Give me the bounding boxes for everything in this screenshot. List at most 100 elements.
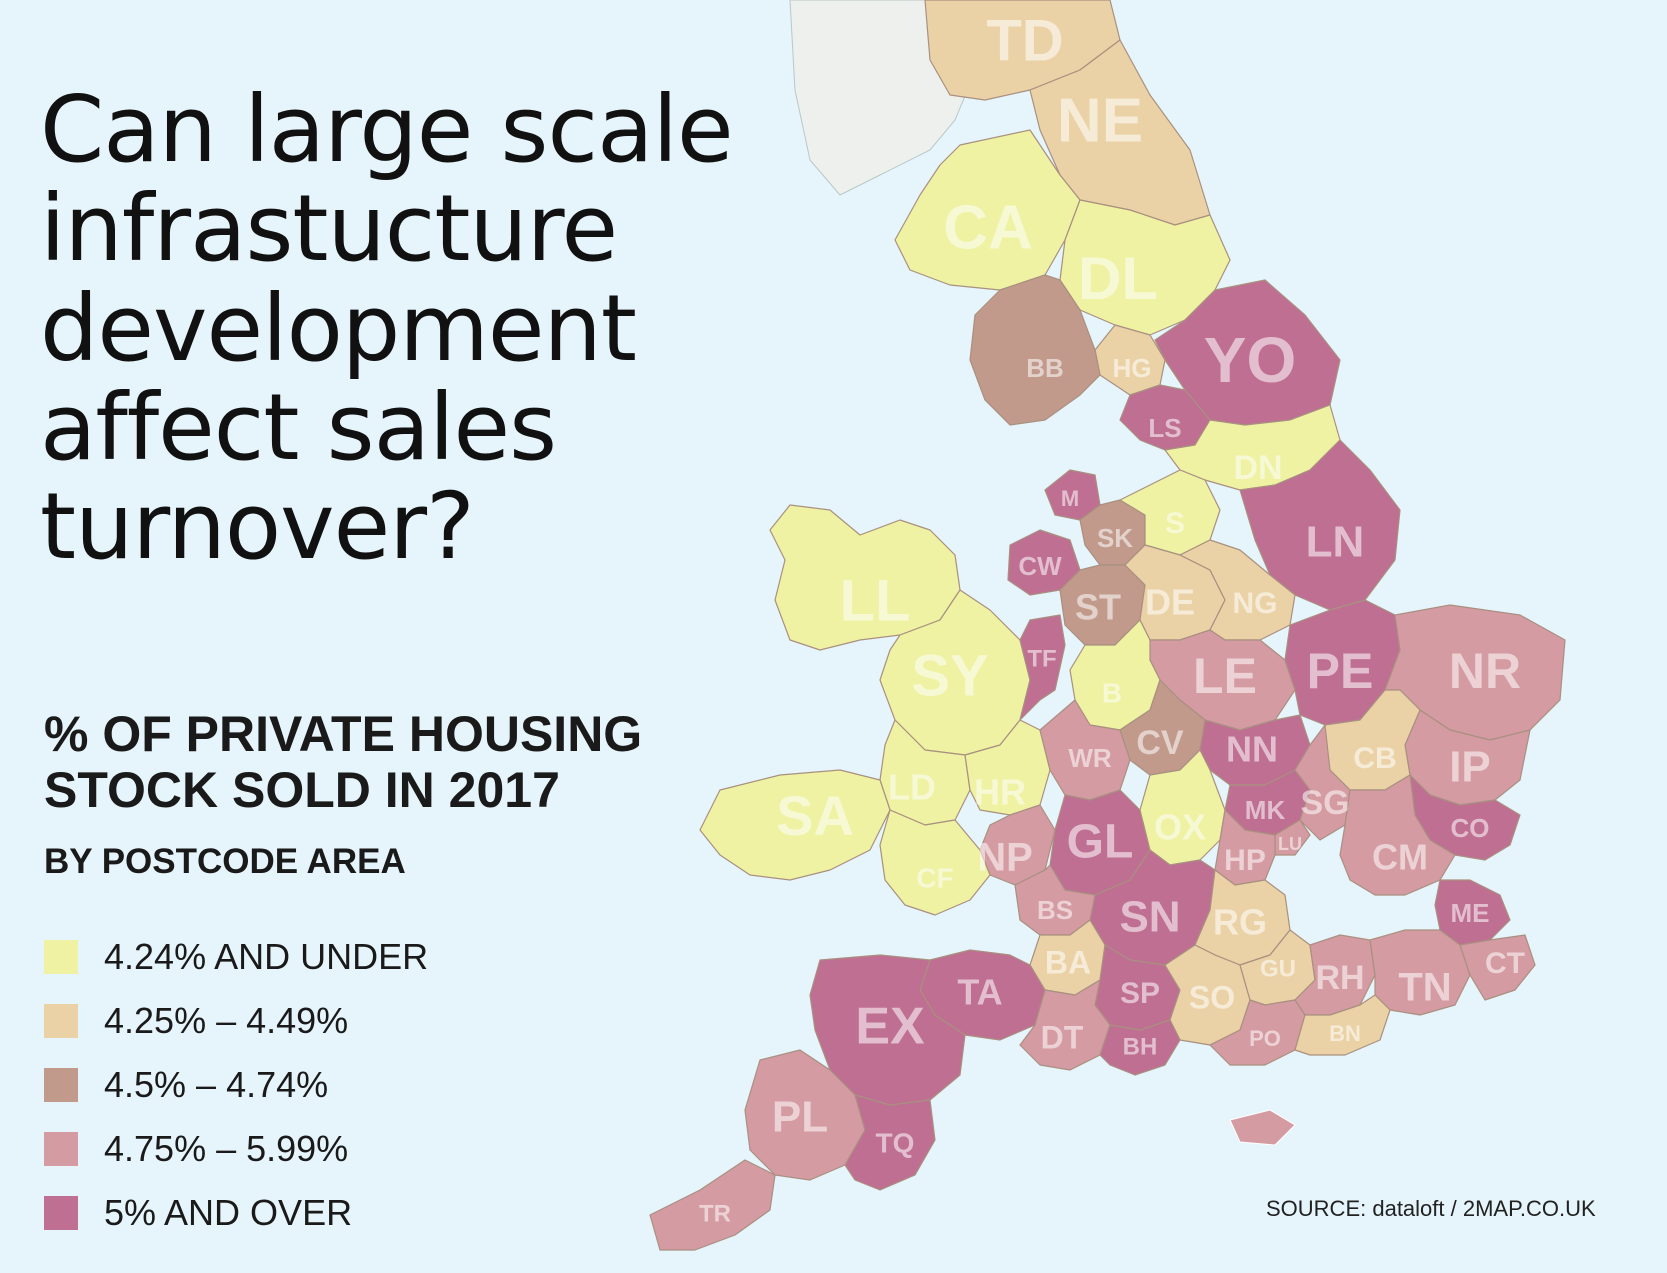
postcode-label-b: B bbox=[1102, 677, 1122, 708]
postcode-label-cv: CV bbox=[1136, 724, 1184, 762]
subtitle: % OF PRIVATE HOUSING STOCK SOLD IN 2017 bbox=[44, 706, 642, 818]
postcode-label-ta: TA bbox=[957, 972, 1002, 1013]
postcode-area-wr bbox=[1039, 699, 1131, 801]
postcode-label-tr: TR bbox=[699, 1200, 731, 1227]
postcode-label-pl: PL bbox=[772, 1093, 828, 1142]
legend-item: 4.75% – 5.99% bbox=[44, 1117, 428, 1181]
postcode-area-sg bbox=[1294, 724, 1351, 841]
postcode-area-tq bbox=[844, 1094, 936, 1191]
postcode-area-ct bbox=[1459, 934, 1536, 1001]
title: Can large scale infrastucture developmen… bbox=[40, 80, 870, 577]
legend-swatch bbox=[44, 1068, 78, 1102]
postcode-area-tf bbox=[1019, 614, 1066, 721]
postcode-label-nr: NR bbox=[1449, 643, 1521, 699]
postcode-label-rg: RG bbox=[1213, 902, 1267, 943]
postcode-label-po: PO bbox=[1249, 1026, 1281, 1051]
postcode-label-lu: LU bbox=[1278, 834, 1302, 854]
legend-label: 5% AND OVER bbox=[104, 1192, 353, 1233]
postcode-label-bs: BS bbox=[1037, 895, 1073, 925]
postcode-label-ls: LS bbox=[1148, 413, 1181, 443]
postcode-label-sy: SY bbox=[911, 643, 988, 708]
postcode-label-bn: BN bbox=[1329, 1021, 1361, 1046]
isle-of-wight bbox=[1229, 1109, 1296, 1146]
legend-item: 4.25% – 4.49% bbox=[44, 989, 428, 1053]
postcode-area-bn bbox=[1294, 994, 1391, 1056]
subtitle-line: % OF PRIVATE HOUSING bbox=[44, 706, 643, 762]
postcode-label-cb: CB bbox=[1353, 742, 1396, 775]
postcode-label-hp: HP bbox=[1224, 844, 1266, 877]
legend-swatch bbox=[44, 1132, 78, 1166]
postcode-label-yo: YO bbox=[1204, 324, 1296, 396]
postcode-label-ex: EX bbox=[855, 998, 925, 1056]
postcode-label-wr: WR bbox=[1068, 743, 1112, 773]
title-line: infrastucture bbox=[40, 175, 618, 283]
postcode-label-mk: MK bbox=[1245, 795, 1286, 825]
postcode-label-ox: OX bbox=[1154, 807, 1206, 848]
postcode-label-bh: BH bbox=[1123, 1033, 1158, 1060]
postcode-area-po bbox=[1209, 999, 1306, 1066]
postcode-area-sa bbox=[699, 769, 891, 881]
postcode-label-tq: TQ bbox=[876, 1127, 915, 1158]
postcode-label-np: NP bbox=[977, 836, 1033, 880]
postcode-label-s: S bbox=[1165, 507, 1185, 540]
postcode-label-gl: GL bbox=[1067, 816, 1134, 869]
postcode-label-bb: BB bbox=[1026, 353, 1064, 383]
postcode-label-sg: SG bbox=[1300, 784, 1349, 822]
legend: 4.24% AND UNDER 4.25% – 4.49% 4.5% – 4.7… bbox=[44, 925, 428, 1245]
legend-swatch bbox=[44, 1004, 78, 1038]
postcode-label-ca: CA bbox=[943, 193, 1033, 262]
postcode-label-dt: DT bbox=[1041, 1019, 1084, 1055]
postcode-label-dl: DL bbox=[1078, 245, 1158, 312]
legend-item: 4.24% AND UNDER bbox=[44, 925, 428, 989]
postcode-label-me: ME bbox=[1451, 898, 1490, 928]
legend-label: 4.25% – 4.49% bbox=[104, 1000, 349, 1041]
postcode-label-st: ST bbox=[1075, 587, 1121, 628]
postcode-area-bs bbox=[1014, 864, 1096, 936]
postcode-label-ip: IP bbox=[1449, 743, 1491, 792]
title-line: affect sales bbox=[40, 374, 557, 482]
postcode-label-hg: HG bbox=[1113, 353, 1152, 383]
subtitle-by-area: BY POSTCODE AREA bbox=[44, 842, 406, 881]
postcode-label-tn: TN bbox=[1398, 966, 1451, 1010]
postcode-label-de: DE bbox=[1145, 582, 1195, 623]
postcode-label-sk: SK bbox=[1097, 523, 1133, 553]
postcode-label-pe: PE bbox=[1307, 643, 1374, 699]
postcode-area-bb bbox=[969, 274, 1101, 426]
postcode-area-ng bbox=[1179, 539, 1296, 641]
postcode-label-sa: SA bbox=[776, 784, 854, 847]
postcode-area-tr bbox=[649, 1159, 776, 1251]
postcode-label-gu: GU bbox=[1260, 955, 1296, 982]
postcode-label-cm: CM bbox=[1372, 837, 1428, 878]
postcode-area-cm bbox=[1339, 774, 1456, 896]
title-line: development bbox=[40, 274, 637, 382]
title-line: turnover? bbox=[40, 473, 475, 581]
postcode-label-ne: NE bbox=[1057, 86, 1143, 155]
postcode-label-ba: BA bbox=[1045, 944, 1091, 980]
postcode-label-ld: LD bbox=[888, 767, 936, 808]
postcode-label-sn: SN bbox=[1119, 893, 1180, 942]
postcode-label-td: TD bbox=[986, 8, 1063, 73]
postcode-label-ng: NG bbox=[1233, 587, 1278, 620]
subtitle-line: STOCK SOLD IN 2017 bbox=[44, 762, 560, 818]
postcode-label-m: M bbox=[1061, 486, 1079, 511]
title-line: Can large scale bbox=[40, 76, 734, 183]
postcode-label-le: LE bbox=[1193, 648, 1257, 704]
postcode-label-tf: TF bbox=[1027, 645, 1056, 672]
postcode-label-dn: DN bbox=[1233, 449, 1282, 487]
legend-label: 4.5% – 4.74% bbox=[104, 1064, 329, 1105]
postcode-label-cw: CW bbox=[1018, 551, 1062, 581]
legend-swatch bbox=[44, 940, 78, 974]
postcode-label-so: SO bbox=[1189, 979, 1235, 1015]
postcode-label-ct: CT bbox=[1485, 947, 1525, 980]
postcode-label-cf: CF bbox=[916, 862, 953, 893]
legend-label: 4.75% – 5.99% bbox=[104, 1128, 349, 1169]
postcode-area-ex bbox=[809, 954, 966, 1106]
legend-swatch bbox=[44, 1196, 78, 1230]
postcode-label-ll: LL bbox=[840, 568, 911, 633]
postcode-label-nn: NN bbox=[1226, 729, 1278, 770]
source-credit: SOURCE: dataloft / 2MAP.CO.UK bbox=[1266, 1196, 1596, 1221]
postcode-label-rh: RH bbox=[1315, 959, 1364, 997]
legend-item: 5% AND OVER bbox=[44, 1181, 428, 1245]
postcode-label-sp: SP bbox=[1120, 977, 1160, 1010]
